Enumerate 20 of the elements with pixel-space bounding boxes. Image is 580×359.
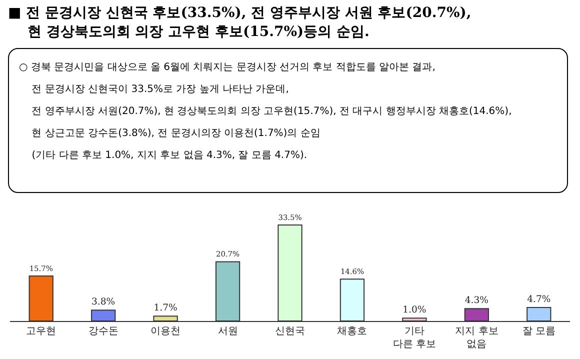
text: 전 문경시장 신현국이 33.5%로 가장 높게 나타난 가운데,	[30, 83, 290, 97]
x-tick-label: 지지 후보 없음	[455, 326, 498, 350]
text: 현 상근고문 강수돈(3.8%), 전 문경시의장 이용천(1.7%)의 순임	[30, 127, 322, 141]
x-tick-label: 채홍호	[337, 326, 368, 337]
x-tick-label: 신현국	[275, 326, 305, 337]
chart-title: ■ 전 문경시장 신현국 후보(33.5%), 전 영주부시장 서원 후보(20.7%), 현 경상북도의회 의장 고우현 후보(15.7%)등의 순임.	[8, 4, 472, 42]
x-tick-label: 강수돈	[88, 326, 118, 337]
data-label: 4.7%	[527, 294, 551, 306]
x-tick-label: 고우현	[26, 326, 56, 337]
text: 전 영주부시장 서원(20.7%), 현 경상북도의회 의장 고우현(15.7%), 전 대구시 행정부시장 채홍호(14.6%),	[30, 105, 513, 119]
data-label: 4.3%	[464, 295, 489, 306]
data-label: 3.8%	[92, 296, 116, 308]
data-label: 1.7%	[154, 302, 178, 314]
text: ○ 경북 문경시민을 대상으로 올 6월에 치뤄지는 문경시장 선거의 후보 적합도를 알아본 결과,	[19, 61, 436, 75]
text: (기타 다른 후보 1.0%, 지지 후보 없음 4.3%, 잘 모름 4.7%).	[30, 149, 308, 163]
x-tick-label: 잘 모름	[522, 326, 556, 337]
x-tick-label: 서원	[218, 326, 238, 337]
x-tick-label: 이용천	[150, 326, 181, 337]
x-tick-label: 기타 다른 후보	[392, 326, 436, 350]
data-label: 1.0%	[402, 304, 426, 316]
